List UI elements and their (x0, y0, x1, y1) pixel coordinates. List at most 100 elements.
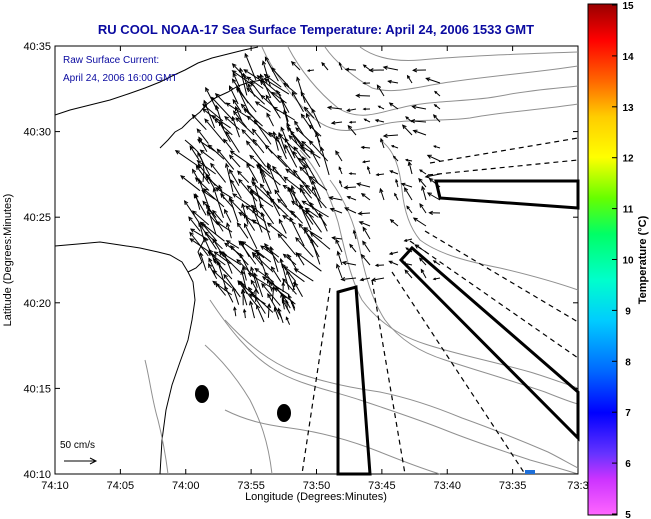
current-vector (246, 115, 272, 138)
current-vector (285, 168, 307, 185)
current-vector (401, 261, 413, 266)
current-vector (390, 145, 399, 149)
current-vector (245, 140, 267, 167)
current-vector (243, 108, 263, 127)
current-vector (204, 118, 225, 143)
x-tick-label: 74:00 (172, 480, 200, 492)
current-vector (232, 98, 242, 112)
current-vector (268, 131, 280, 143)
current-vector (267, 292, 283, 319)
current-vector (210, 162, 226, 183)
current-vector (421, 185, 427, 201)
current-vector (243, 222, 258, 250)
current-vector (266, 302, 272, 318)
current-vector (362, 64, 371, 71)
current-vector (180, 175, 201, 192)
current-vector (252, 208, 263, 233)
current-vector (212, 187, 224, 218)
current-vector (309, 232, 331, 250)
current-vector (236, 258, 257, 279)
current-vector (238, 178, 258, 202)
current-vector (277, 307, 284, 324)
current-vector (309, 201, 327, 226)
colorbar-tick-label: 14 (622, 52, 634, 63)
current-vector (294, 120, 304, 136)
current-vector (361, 160, 371, 164)
y-tick-label: 40:25 (23, 212, 51, 224)
current-vector (264, 242, 279, 263)
current-vector (362, 81, 371, 85)
current-vector (428, 177, 441, 188)
current-vector (305, 184, 327, 209)
current-vector (211, 114, 231, 129)
x-axis-ticks: 74:10 74:05 74:00 73:55 73:50 73:45 73:40 73:35… (41, 46, 589, 492)
current-vector (407, 160, 413, 175)
current-vector (224, 285, 234, 303)
current-vector (276, 89, 290, 113)
y-tick-label: 40:30 (23, 127, 51, 139)
current-vector (194, 177, 210, 191)
current-vector (299, 184, 313, 199)
current-vector (249, 300, 255, 319)
current-vector (377, 105, 385, 110)
current-vector (243, 213, 256, 231)
current-vector (191, 113, 207, 131)
current-vector (207, 144, 225, 160)
current-vector (343, 185, 357, 190)
current-vector (272, 131, 279, 151)
current-vector (232, 193, 256, 211)
current-vector (260, 211, 271, 241)
current-vector (189, 228, 209, 241)
current-vector (255, 164, 281, 186)
x-tick-label: 73:55 (237, 480, 265, 492)
current-vector (329, 207, 343, 214)
current-vector (293, 268, 314, 282)
current-vector (277, 233, 296, 256)
current-vector (382, 133, 399, 138)
current-vector (246, 185, 264, 200)
current-vector (226, 222, 232, 239)
current-vector (278, 218, 287, 234)
current-vector (199, 221, 225, 242)
current-vector (395, 178, 399, 188)
current-vector (225, 102, 251, 119)
current-vector (426, 154, 441, 162)
current-vector (199, 251, 207, 271)
current-vector (266, 112, 274, 127)
colorbar-tick-label: 11 (623, 205, 634, 216)
x-tick-label: 73:3 (567, 480, 588, 492)
colorbar-tick-label: 7 (625, 408, 631, 419)
colorbar-tick-label: 12 (622, 154, 634, 165)
current-vector (299, 144, 321, 159)
current-vector (310, 237, 321, 265)
current-vector (264, 144, 288, 168)
scale-arrow (64, 457, 98, 465)
current-vector (403, 238, 413, 242)
current-vector (223, 138, 233, 151)
current-vector (212, 270, 233, 289)
x-tick-label: 73:40 (433, 480, 461, 492)
current-vector (285, 316, 291, 325)
current-vector (406, 205, 413, 214)
current-vector (388, 260, 399, 266)
current-vector (246, 76, 264, 89)
current-vector (197, 151, 211, 176)
current-vector (266, 162, 280, 193)
current-vector (241, 265, 247, 281)
current-vector (231, 115, 240, 138)
current-vector (232, 286, 240, 305)
current-vector (214, 92, 227, 105)
current-vector (344, 207, 357, 214)
current-vector (290, 130, 306, 152)
current-vector (237, 170, 250, 184)
current-vector (271, 285, 276, 303)
current-vector (349, 243, 357, 253)
current-vector (387, 79, 399, 84)
current-vector (432, 277, 441, 281)
current-vector (311, 179, 321, 200)
current-vector (388, 102, 399, 110)
current-vector (253, 119, 272, 145)
x-tick-label: 74:10 (41, 480, 69, 492)
current-vector (202, 103, 224, 122)
current-vector (224, 162, 234, 193)
